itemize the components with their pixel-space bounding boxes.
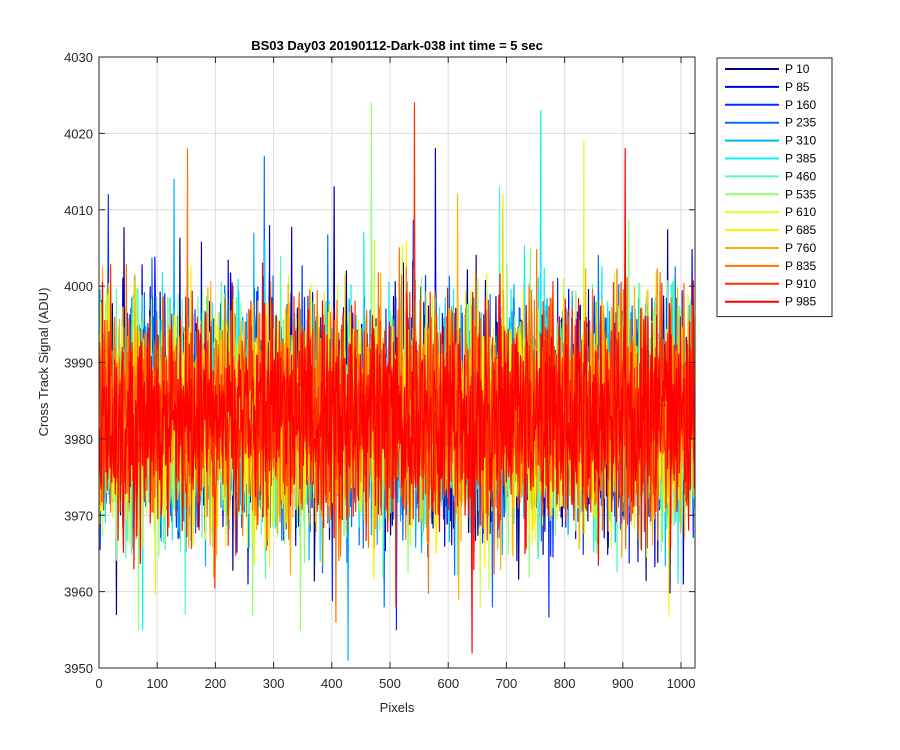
y-tick-label: 3990	[64, 356, 93, 371]
legend-entry: P 685	[785, 223, 816, 237]
axis-ticks	[98, 56, 695, 669]
x-tick-label: 800	[554, 676, 576, 691]
y-tick-label: 3980	[64, 432, 93, 447]
y-tick-label: 4030	[64, 50, 93, 65]
legend-entry: P 985	[785, 295, 816, 309]
legend-entry: P 910	[785, 277, 816, 291]
legend-entry: P 310	[785, 134, 816, 148]
x-tick-label: 700	[496, 676, 518, 691]
x-tick-label: 500	[379, 676, 401, 691]
y-tick-label: 3960	[64, 585, 93, 600]
series-lines	[99, 102, 695, 661]
y-tick-label: 4020	[64, 126, 93, 141]
y-axis-label: Cross Track Signal (ADU)	[36, 288, 51, 437]
x-tick-label: 300	[263, 676, 285, 691]
y-tick-label: 4000	[64, 279, 93, 294]
y-tick-label: 3950	[64, 661, 93, 676]
x-tick-label: 600	[437, 676, 459, 691]
legend-entry: P 160	[785, 98, 816, 112]
legend-entry: P 85	[785, 80, 810, 94]
x-axis-label: Pixels	[380, 700, 415, 715]
chart-title: BS03 Day03 20190112-Dark-038 int time = …	[251, 38, 543, 53]
series-line	[99, 148, 695, 654]
legend: P 10 P 85 P 160 P 235 P 310 P 385 P 460 P 535 P …	[716, 57, 833, 318]
x-tick-label: 400	[321, 676, 343, 691]
legend-entry: P 835	[785, 259, 816, 273]
y-tick-labels: 3950 3960 3970 3980 3990 4000 4010 4020 4030	[64, 50, 93, 676]
y-tick-label: 3970	[64, 508, 93, 523]
legend-entry: P 10	[785, 62, 810, 76]
x-tick-label: 100	[146, 676, 168, 691]
x-tick-label: 200	[205, 676, 227, 691]
legend-entry: P 610	[785, 205, 816, 219]
legend-entry: P 460	[785, 169, 816, 183]
x-tick-label: 900	[612, 676, 634, 691]
legend-entry: P 535	[785, 187, 816, 201]
x-tick-label: 1000	[667, 676, 696, 691]
plot-area	[98, 56, 696, 669]
legend-entry: P 385	[785, 152, 816, 166]
x-tick-label: 0	[95, 676, 102, 691]
y-tick-label: 4010	[64, 203, 93, 218]
x-tick-labels: 0 100 200 300 400 500 600 700 800 900 1000	[95, 676, 695, 691]
legend-entry: P 760	[785, 241, 816, 255]
legend-box	[716, 57, 833, 318]
legend-entry: P 235	[785, 116, 816, 130]
